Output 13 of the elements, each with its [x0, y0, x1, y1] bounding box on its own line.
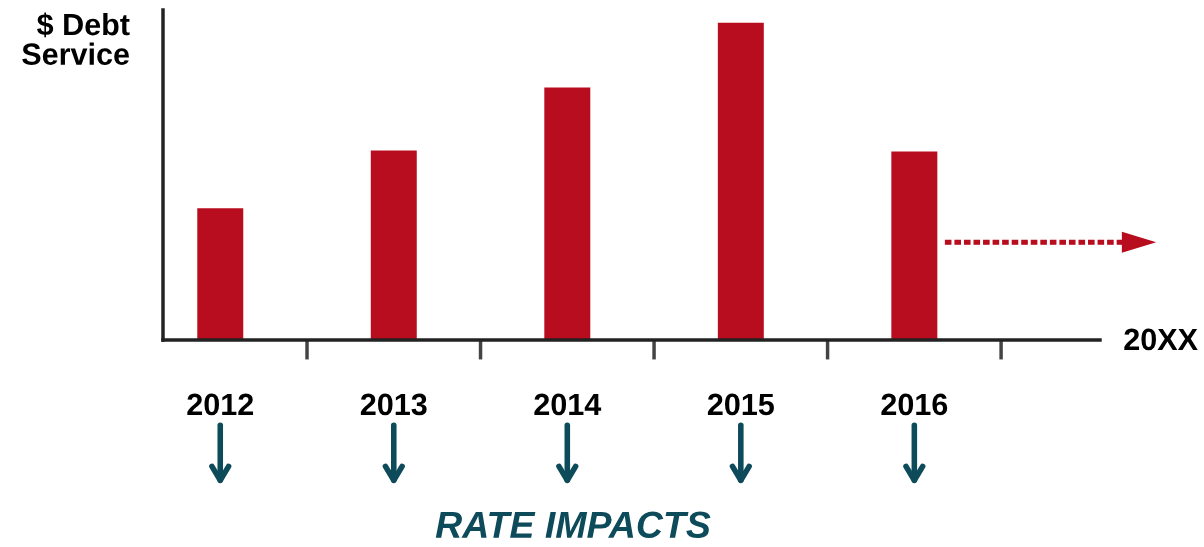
x-tick-label: 2012	[187, 393, 254, 416]
x-axis-title: 20XX	[1124, 328, 1198, 351]
bar	[891, 151, 938, 340]
bar	[370, 150, 417, 340]
x-tick-label: 2013	[360, 393, 427, 416]
y-axis-title: $ Debt Service	[22, 12, 130, 65]
x-tick-label: 2016	[881, 393, 948, 416]
bar	[544, 87, 591, 340]
bar	[197, 208, 244, 340]
x-tick-label: 2014	[534, 393, 602, 416]
x-tick-label: 2015	[707, 393, 774, 416]
bar	[717, 22, 764, 340]
text: RATE IMPACTS	[435, 511, 711, 539]
